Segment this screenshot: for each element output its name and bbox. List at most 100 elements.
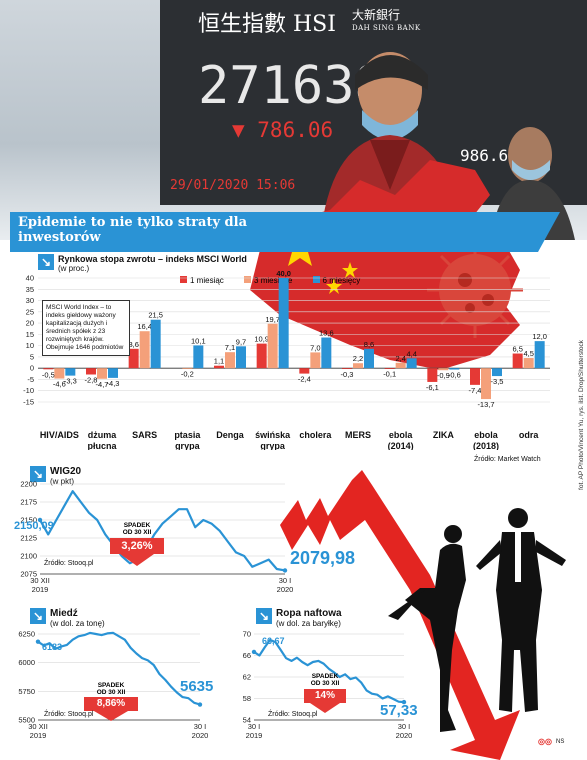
y-tick-label: 2075: [20, 570, 37, 579]
copper-title: Miedź: [50, 608, 78, 619]
bar: [236, 346, 246, 369]
category-label: ebola: [389, 430, 414, 440]
bar: [182, 368, 193, 369]
wig20-title: WIG20: [50, 466, 82, 477]
bar-value-label: 12,0: [532, 332, 547, 341]
bar-value-label: -6,1: [426, 383, 439, 392]
bar: [534, 341, 545, 369]
logo-icon: ◎◎: [538, 737, 552, 746]
page-title: Epidemie to nie tylko straty dla inwesto…: [18, 215, 248, 245]
bar-value-label: -13,7: [477, 400, 494, 409]
y-tick-label: 2175: [20, 498, 37, 507]
bar: [278, 278, 289, 369]
bar: [342, 368, 352, 369]
bar-value-label: 8,6: [364, 340, 374, 349]
oil-arrow-icon: ↘: [256, 608, 272, 624]
bar: [86, 368, 96, 375]
oil-start-label: 66,67: [262, 636, 285, 646]
bar: [364, 348, 374, 369]
bar: [267, 323, 278, 369]
legend-label-1m: 1 miesiąc: [190, 276, 224, 285]
bar-value-label: -0,6: [448, 371, 461, 380]
y-tick-label: 6000: [18, 658, 35, 667]
title-bar: [10, 212, 560, 252]
bar-value-label: -3,3: [64, 377, 77, 386]
oil-title: Ropa naftowa: [276, 608, 342, 619]
copper-start-label: 6183: [42, 642, 63, 652]
y-tick-label: 5500: [18, 716, 35, 725]
category-label: ebola: [474, 430, 499, 440]
bar: [310, 352, 321, 369]
wig20-subtitle: (w pkt): [50, 477, 74, 486]
category-label: grypa: [260, 441, 286, 450]
start-point: [35, 639, 41, 644]
x-tick-label: 2019: [246, 731, 263, 740]
bar-value-label: -0,5: [42, 370, 55, 379]
legend-swatch-3m: [244, 276, 252, 283]
legend-label-3m: 3 miesiące: [254, 276, 293, 285]
bar: [481, 368, 491, 400]
bar: [193, 345, 204, 369]
y-tick-label: 6250: [18, 630, 35, 639]
bar-value-label: -0,2: [181, 370, 194, 379]
category-label: (2018): [473, 441, 499, 450]
x-tick-label: 30 I: [398, 722, 411, 731]
category-label: ZIKA: [433, 430, 454, 440]
bar-value-label: 10,1: [191, 336, 206, 345]
y-tick-label: 70: [243, 630, 251, 639]
y-tick-label: 2200: [20, 480, 37, 489]
y-tick-label: 66: [243, 651, 251, 660]
y-tick-label: 30: [26, 296, 34, 305]
wig20-drop-title: SPADEK OD 30 XII: [122, 522, 152, 536]
bar: [97, 368, 107, 379]
category-label: świńska: [255, 430, 291, 440]
oil-drop-arrow-icon: [310, 703, 340, 713]
x-tick-label: 2020: [192, 731, 209, 740]
board-datetime: 29/01/2020 15:06: [170, 178, 296, 193]
y-tick-label: -10: [23, 386, 34, 395]
y-tick-label: 62: [243, 673, 251, 682]
y-tick-label: 5: [30, 352, 34, 361]
bar: [139, 331, 150, 369]
crash-arrow-illustration: [280, 470, 566, 760]
y-tick-label: 15: [26, 330, 34, 339]
category-label: cholera: [299, 430, 332, 440]
y-tick-label: 40: [26, 274, 34, 283]
bar-value-label: 40,0: [276, 269, 291, 278]
bar-value-label: 9,7: [236, 337, 246, 346]
bar: [299, 368, 310, 374]
board-index-label: 恒生指數 HSI: [198, 12, 336, 37]
bank-name-en: DAH SING BANK: [352, 24, 421, 32]
category-label: grypa: [175, 441, 201, 450]
category-label: (2014): [388, 441, 414, 450]
copper-drop-value: 8,86%: [84, 697, 138, 711]
series-line: [253, 638, 405, 704]
board-change: ▼ 786.06: [232, 118, 334, 142]
y-tick-label: -5: [27, 375, 34, 384]
oil-end-label: 57,33: [380, 702, 418, 719]
x-tick-label: 30 I: [248, 722, 261, 731]
x-tick-label: 30 XII: [30, 576, 50, 585]
wig20-end-label: 2079,98: [290, 548, 356, 568]
bar: [449, 368, 460, 370]
bar: [384, 368, 395, 369]
y-tick-label: 35: [26, 285, 34, 294]
bar-value-label: 7,0: [310, 343, 320, 352]
bar-value-label: 1,1: [214, 357, 224, 366]
bar-value-label: 2,4: [395, 354, 405, 363]
bar: [353, 363, 363, 369]
bank-name-cn: 大新銀行: [352, 8, 401, 22]
legend-label-6m: 6 miesięcy: [322, 276, 361, 285]
x-tick-label: 30 XII: [28, 722, 48, 731]
bar: [214, 365, 224, 369]
bar-value-label: -0,1: [383, 369, 396, 378]
bar-value-label: 13,6: [319, 329, 334, 338]
x-tick-label: 2019: [30, 731, 47, 740]
copper-source: Źródło: Stooq.pl: [44, 711, 94, 718]
board-value: 271638: [198, 56, 386, 116]
wig20-drop-value: 3,26%: [110, 538, 164, 554]
bar-value-label: -4,3: [107, 379, 120, 388]
legend-swatch-1m: [180, 276, 187, 283]
